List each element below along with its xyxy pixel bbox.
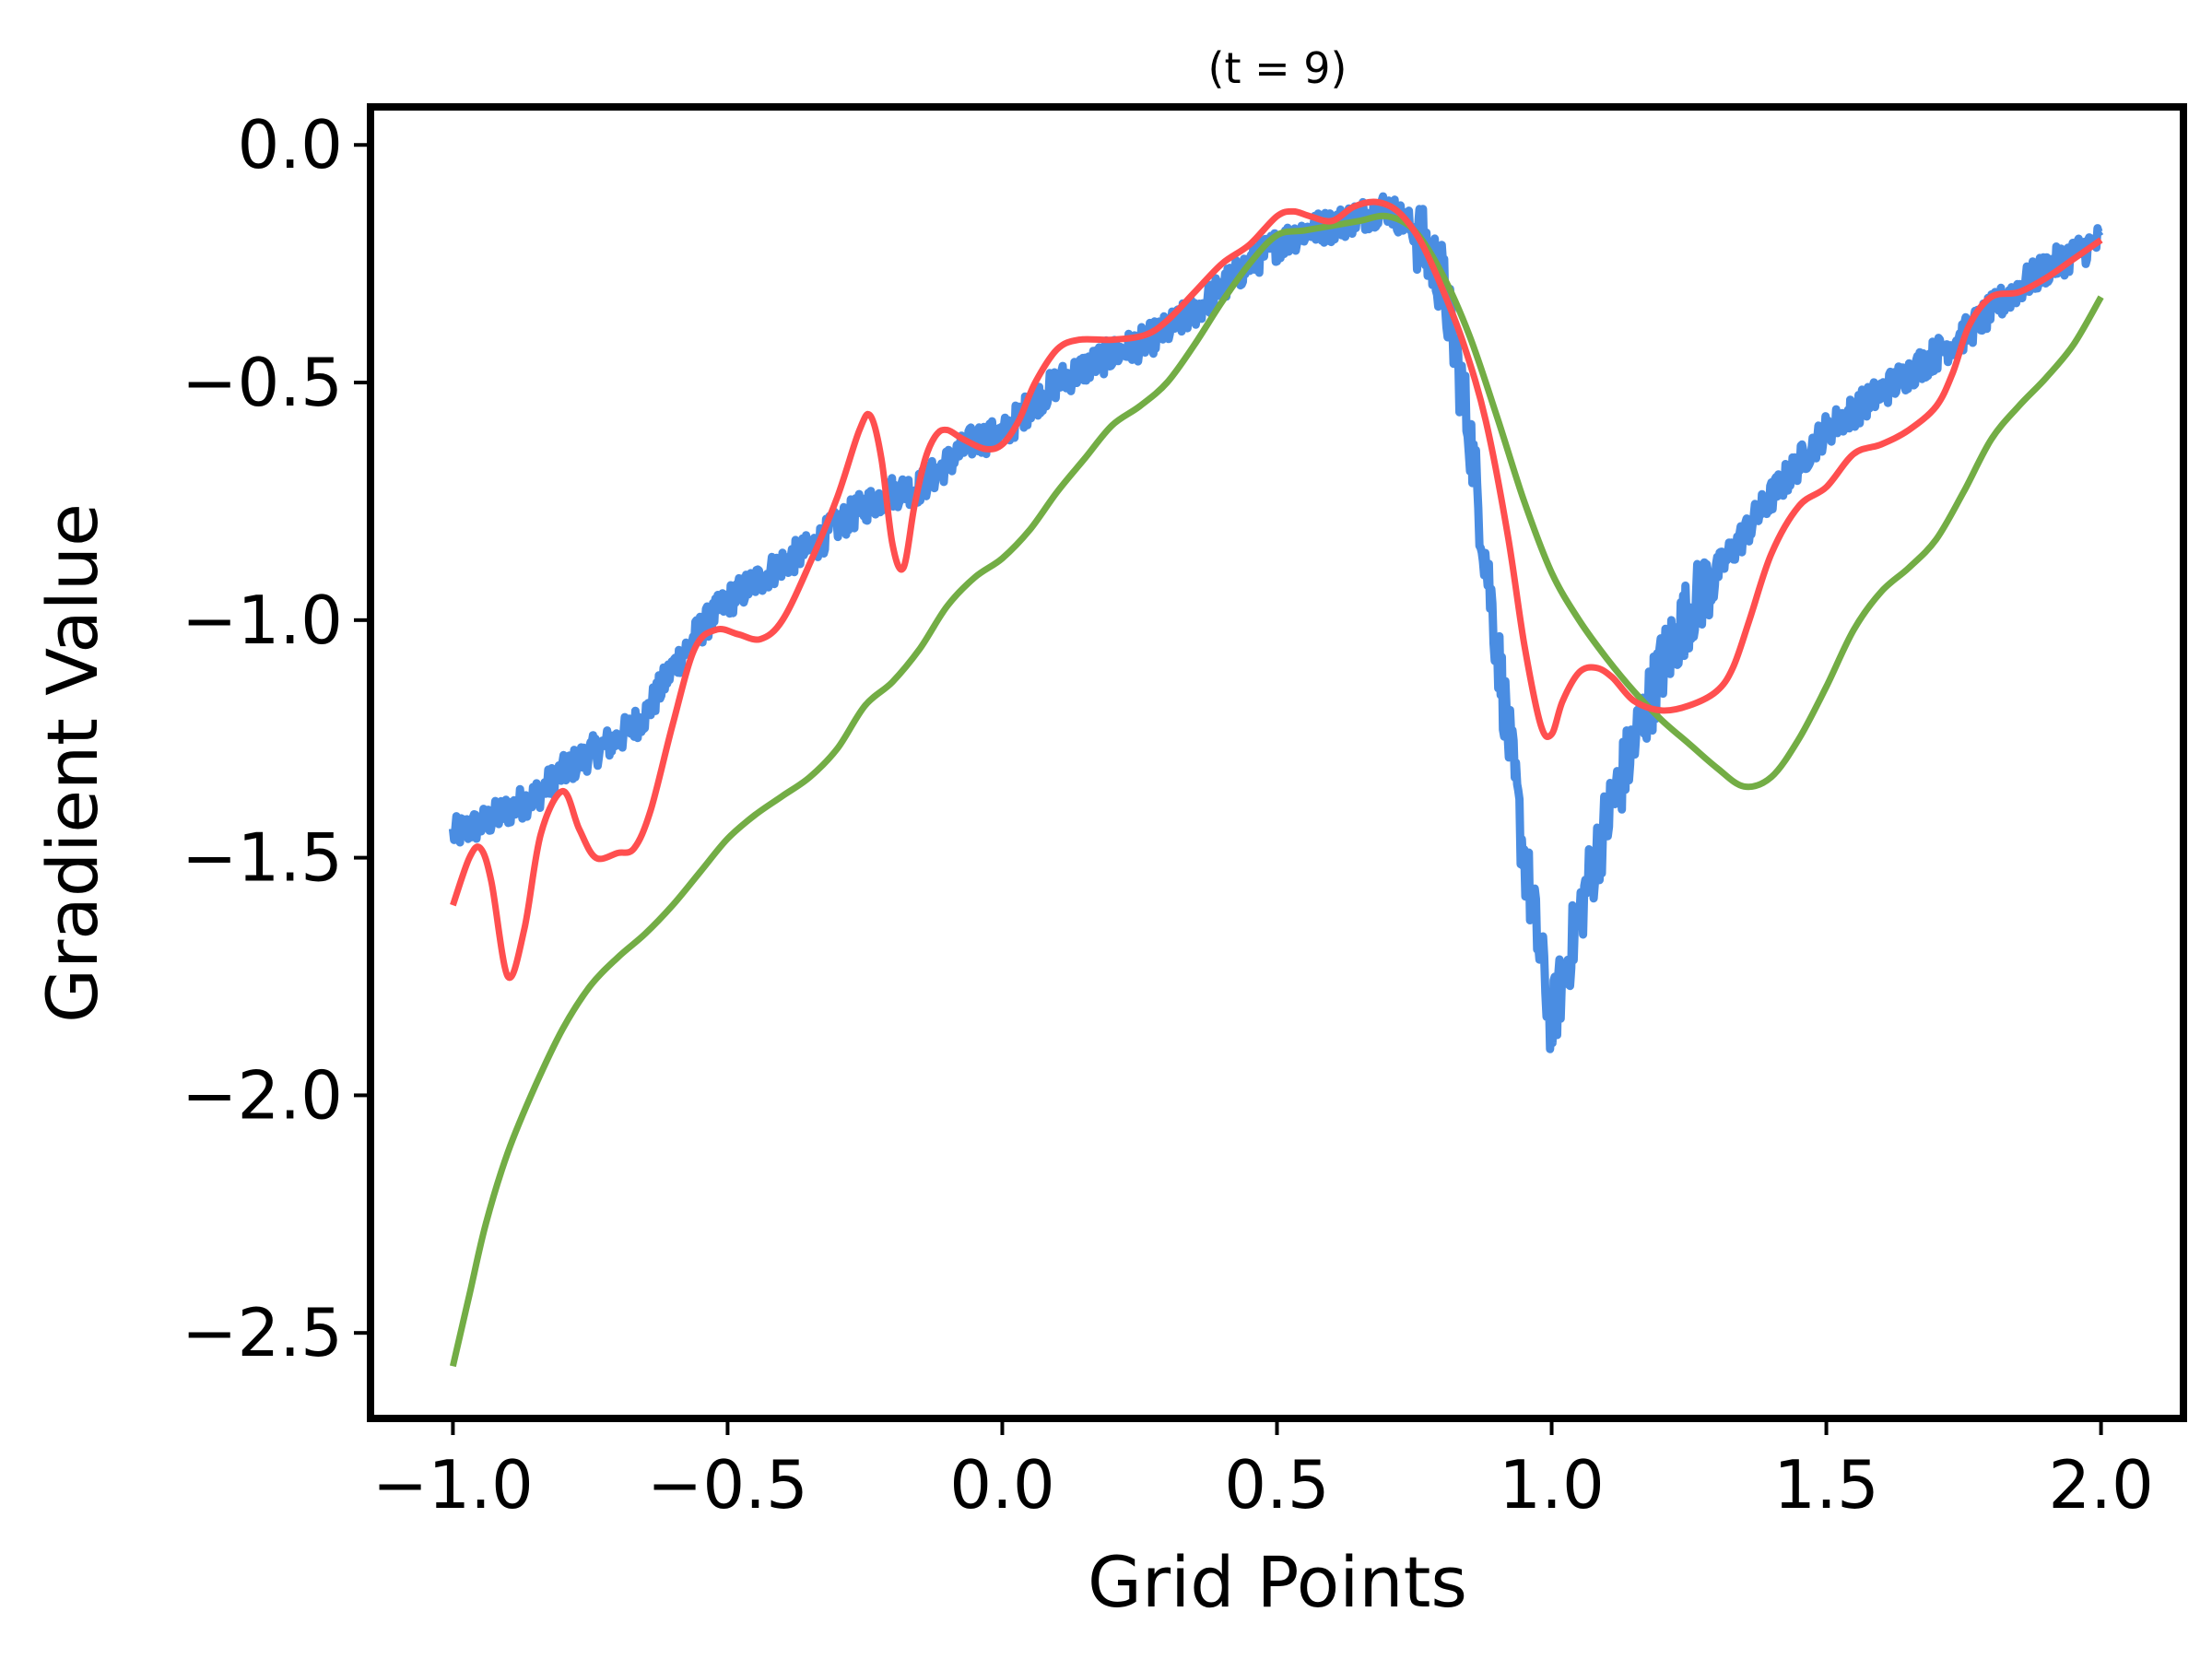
x-tick-label: 0.5	[1224, 1446, 1330, 1524]
x-tick-label: 0.0	[949, 1446, 1055, 1524]
y-axis-label: Gradient Value	[31, 503, 113, 1023]
chart-title: (t = 9)	[1208, 43, 1347, 93]
series-line	[450, 198, 2103, 982]
y-tick-label: −1.5	[182, 819, 343, 897]
series-line	[449, 212, 2104, 1368]
x-tick-label: 1.5	[1773, 1446, 1879, 1524]
plot-frame	[367, 103, 2187, 1422]
x-tick-label: −1.0	[372, 1446, 534, 1524]
x-axis-label: Grid Points	[1088, 1541, 1467, 1623]
y-tick-label: −2.5	[182, 1294, 343, 1371]
y-tick-label: −1.0	[182, 582, 343, 659]
x-tick-label: −0.5	[647, 1446, 808, 1524]
y-axis: 0.0 −0.5 −1.0 −1.5 −2.0 −2.5	[182, 106, 367, 1371]
y-tick-label: −0.5	[182, 344, 343, 421]
y-tick-label: 0.0	[237, 106, 343, 183]
x-axis: −1.0 −0.5 0.0 0.5 1.0 1.5 2.0	[372, 1422, 2154, 1524]
x-tick-label: 2.0	[2048, 1446, 2154, 1524]
y-tick-label: −2.0	[182, 1056, 343, 1134]
plot-area	[448, 192, 2104, 1368]
x-tick-label: 1.0	[1499, 1446, 1605, 1524]
series-line	[448, 192, 2104, 1053]
